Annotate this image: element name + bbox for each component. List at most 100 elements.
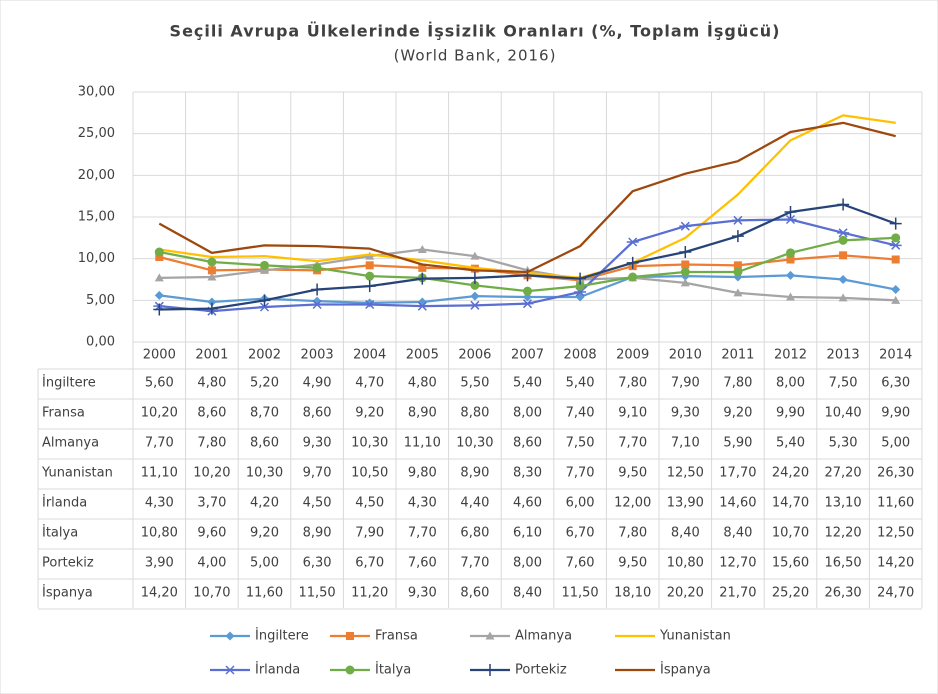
marker (626, 256, 639, 269)
x-tick-label: 2005 (406, 348, 439, 363)
legend-label: İspanya (660, 662, 711, 678)
marker (418, 263, 427, 272)
table-cell: 4,90 (303, 376, 332, 391)
table-cell: 10,70 (772, 526, 809, 541)
table-cell: 11,20 (351, 586, 388, 601)
marker (207, 257, 217, 267)
marker (207, 266, 216, 275)
marker (784, 214, 797, 225)
table-cell: 10,50 (351, 466, 388, 481)
marker (258, 302, 271, 312)
marker (680, 267, 690, 277)
marker (574, 272, 587, 285)
table-cell: 13,90 (667, 496, 704, 511)
x-tick-label: 2007 (511, 348, 544, 363)
table-cell: 14,20 (141, 586, 178, 601)
chart-subtitle: (World Bank, 2016) (394, 47, 557, 65)
y-tick-label: 15,00 (78, 210, 115, 225)
table-cell: 9,80 (408, 466, 437, 481)
table-cell: 8,80 (460, 406, 489, 421)
y-tick-label: 5,00 (86, 293, 115, 308)
table-cell: 18,10 (614, 586, 651, 601)
marker (891, 285, 901, 294)
marker (154, 273, 164, 282)
marker (891, 255, 900, 264)
y-tick-label: 30,00 (78, 85, 115, 100)
table-cell: 8,60 (460, 586, 489, 601)
table-cell: 4,60 (513, 496, 542, 511)
marker (628, 272, 638, 282)
marker (312, 263, 322, 273)
table-cell: 5,40 (513, 376, 542, 391)
table-cell: 21,70 (719, 586, 756, 601)
marker (626, 237, 639, 247)
table-cell: 8,90 (408, 406, 437, 421)
x-tick-label: 2010 (669, 348, 702, 363)
marker (731, 215, 744, 225)
marker (733, 267, 743, 277)
marker (416, 301, 429, 311)
table-cell: 11,10 (141, 466, 178, 481)
row-label: İrlanda (42, 495, 87, 511)
legend-label: Yunanistan (659, 629, 731, 644)
marker (470, 291, 480, 301)
table-cell: 6,30 (303, 556, 332, 571)
table-cell: 9,20 (250, 526, 279, 541)
x-tick-label: 2006 (458, 348, 491, 363)
table-cell: 7,80 (723, 376, 752, 391)
marker (891, 233, 901, 243)
table-cell: 9,50 (618, 466, 647, 481)
table-cell: 4,00 (197, 556, 226, 571)
table-cell: 9,50 (618, 556, 647, 571)
table-cell: 26,30 (824, 586, 861, 601)
table-cell: 5,50 (460, 376, 489, 391)
marker (470, 280, 480, 290)
table-cell: 9,90 (776, 406, 805, 421)
table-cell: 7,80 (618, 526, 647, 541)
row-label: İspanya (42, 585, 93, 601)
table-cell: 7,50 (566, 436, 595, 451)
table-cell: 7,80 (618, 376, 647, 391)
marker (680, 278, 690, 287)
marker (837, 228, 850, 238)
marker (154, 247, 164, 257)
table-cell: 8,60 (250, 436, 279, 451)
y-tick-label: 10,00 (78, 251, 115, 266)
table-cell: 12,50 (877, 526, 914, 541)
marker (891, 295, 901, 304)
legend-label: Fransa (375, 629, 418, 644)
table-cell: 9,20 (723, 406, 752, 421)
marker (523, 286, 532, 296)
table-cell: 9,30 (408, 586, 437, 601)
table-cell: 7,70 (618, 436, 647, 451)
table-cell: 6,80 (460, 526, 489, 541)
table-cell: 7,10 (671, 436, 700, 451)
row-label: İngiltere (42, 375, 96, 391)
legend-label: İtalya (375, 662, 411, 678)
marker (207, 272, 217, 281)
marker (681, 260, 690, 269)
marker (468, 271, 481, 284)
marker (839, 251, 848, 260)
marker (679, 221, 692, 231)
marker (521, 299, 534, 309)
table-cell: 5,90 (723, 436, 752, 451)
table-cell: 3,70 (197, 496, 226, 511)
table-cell: 4,50 (303, 496, 332, 511)
marker (731, 230, 744, 243)
table-cell: 25,20 (772, 586, 809, 601)
y-tick-label: 25,00 (78, 126, 115, 141)
table-cell: 24,20 (772, 466, 809, 481)
table-cell: 10,20 (193, 466, 230, 481)
table-cell: 12,00 (614, 496, 651, 511)
marker (838, 235, 848, 245)
table-cell: 6,30 (881, 376, 910, 391)
table-cell: 8,60 (513, 436, 542, 451)
table-cell: 4,40 (460, 496, 489, 511)
row-label: Portekiz (42, 556, 94, 571)
table-cell: 8,40 (723, 526, 752, 541)
table-cell: 9,30 (303, 436, 332, 451)
marker (205, 302, 218, 315)
x-tick-label: 2002 (248, 348, 281, 363)
table-cell: 3,90 (145, 556, 174, 571)
